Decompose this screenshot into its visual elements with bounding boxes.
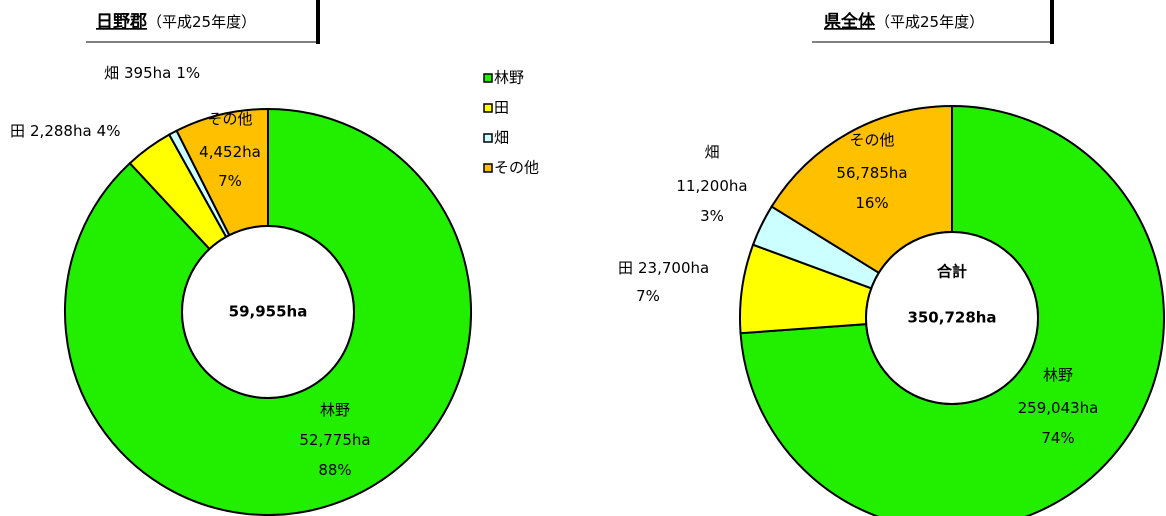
legend-swatch bbox=[483, 103, 493, 113]
data-label-part: 259,043ha bbox=[1018, 399, 1099, 417]
data-label-part: その他 bbox=[207, 110, 252, 128]
data-label-part: 畑 bbox=[104, 64, 119, 82]
data-label: 74% bbox=[1041, 429, 1074, 447]
data-label-part: 7% bbox=[218, 172, 242, 190]
data-label: 4,452ha bbox=[199, 143, 261, 161]
center-total: 350,728ha bbox=[907, 309, 996, 327]
data-label-part: 88% bbox=[318, 461, 351, 479]
data-label: 88% bbox=[318, 461, 351, 479]
data-label-part: 林野 bbox=[320, 401, 350, 419]
data-label-part: 7% bbox=[636, 287, 660, 305]
data-label: その他 bbox=[207, 110, 252, 128]
data-label: 259,043ha bbox=[1018, 399, 1099, 417]
data-label-part: 田 bbox=[618, 259, 633, 277]
data-label-part: 田 bbox=[10, 122, 25, 140]
data-label: 52,775ha bbox=[299, 431, 370, 449]
center-total: 59,955ha bbox=[229, 303, 308, 321]
chart-title: 日野郡（平成25年度） bbox=[96, 12, 256, 32]
data-label-part: 16% bbox=[855, 194, 888, 212]
legend-swatch bbox=[483, 163, 493, 173]
data-label: 林野 bbox=[320, 401, 350, 419]
legend-label: その他 bbox=[494, 159, 539, 177]
legend-swatch bbox=[483, 73, 493, 83]
data-label-part: 4% bbox=[97, 122, 121, 140]
data-label: 田 23,700ha bbox=[618, 259, 709, 277]
data-label: 11,200ha bbox=[676, 177, 747, 195]
data-label-part: 56,785ha bbox=[836, 164, 907, 182]
data-label-part: 395ha bbox=[124, 64, 171, 82]
data-label: 田 2,288ha 4% bbox=[10, 122, 120, 140]
data-label: その他 bbox=[849, 131, 894, 149]
data-label-part: 林野 bbox=[1043, 366, 1073, 384]
data-label-part: 畑 bbox=[704, 143, 719, 161]
data-label: 畑 395ha 1% bbox=[104, 64, 200, 82]
donut-hole bbox=[865, 231, 1039, 405]
data-label-part: 3% bbox=[700, 207, 724, 225]
title: 日野郡 bbox=[96, 12, 147, 32]
legend-swatch bbox=[483, 133, 493, 143]
data-label: 16% bbox=[855, 194, 888, 212]
donut-hole bbox=[181, 225, 355, 399]
data-label-part: 52,775ha bbox=[299, 431, 370, 449]
legend-label: 林野 bbox=[494, 69, 524, 87]
data-label-part: 23,700ha bbox=[638, 259, 709, 277]
data-label-part: 74% bbox=[1041, 429, 1074, 447]
title: 県全体 bbox=[824, 11, 876, 32]
data-label-part: 4,452ha bbox=[199, 143, 261, 161]
data-label: 7% bbox=[218, 172, 242, 190]
data-label: 7% bbox=[636, 287, 660, 305]
legend-label: 田 bbox=[494, 99, 509, 117]
data-label-part: 1% bbox=[176, 64, 200, 82]
data-label: 畑 bbox=[704, 143, 719, 161]
data-label: 56,785ha bbox=[836, 164, 907, 182]
data-label-part: 2,288ha bbox=[30, 122, 92, 140]
legend-label: 畑 bbox=[494, 129, 509, 147]
data-label-part: 11,200ha bbox=[676, 177, 747, 195]
data-label: 林野 bbox=[1043, 366, 1073, 384]
subtitle: （平成25年度） bbox=[147, 13, 256, 31]
subtitle: （平成25年度） bbox=[875, 13, 984, 31]
chart-title: 県全体（平成25年度） bbox=[824, 11, 984, 32]
center-label: 合計 bbox=[936, 263, 967, 281]
data-label-part: その他 bbox=[849, 131, 894, 149]
data-label: 3% bbox=[700, 207, 724, 225]
